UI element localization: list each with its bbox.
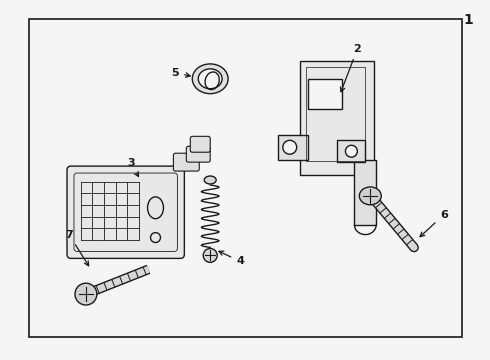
Bar xyxy=(300,61,374,175)
Ellipse shape xyxy=(359,187,381,205)
FancyBboxPatch shape xyxy=(190,136,210,152)
Text: 7: 7 xyxy=(65,230,89,266)
FancyBboxPatch shape xyxy=(186,146,210,162)
Ellipse shape xyxy=(192,64,228,94)
Ellipse shape xyxy=(198,69,222,89)
Text: 5: 5 xyxy=(172,68,190,78)
Text: 6: 6 xyxy=(420,210,448,237)
Text: 2: 2 xyxy=(341,44,361,92)
Circle shape xyxy=(75,283,97,305)
Bar xyxy=(306,67,366,161)
Bar xyxy=(278,135,308,160)
Text: 4: 4 xyxy=(219,251,244,266)
Text: 3: 3 xyxy=(127,158,139,176)
Bar xyxy=(308,79,343,109)
Bar xyxy=(29,19,462,337)
Circle shape xyxy=(203,248,217,262)
Circle shape xyxy=(283,140,297,154)
Bar xyxy=(354,160,376,225)
Bar xyxy=(338,140,366,162)
FancyBboxPatch shape xyxy=(173,153,199,171)
Text: 1: 1 xyxy=(464,13,474,27)
Circle shape xyxy=(345,145,357,157)
Ellipse shape xyxy=(204,176,216,184)
FancyBboxPatch shape xyxy=(67,166,184,258)
